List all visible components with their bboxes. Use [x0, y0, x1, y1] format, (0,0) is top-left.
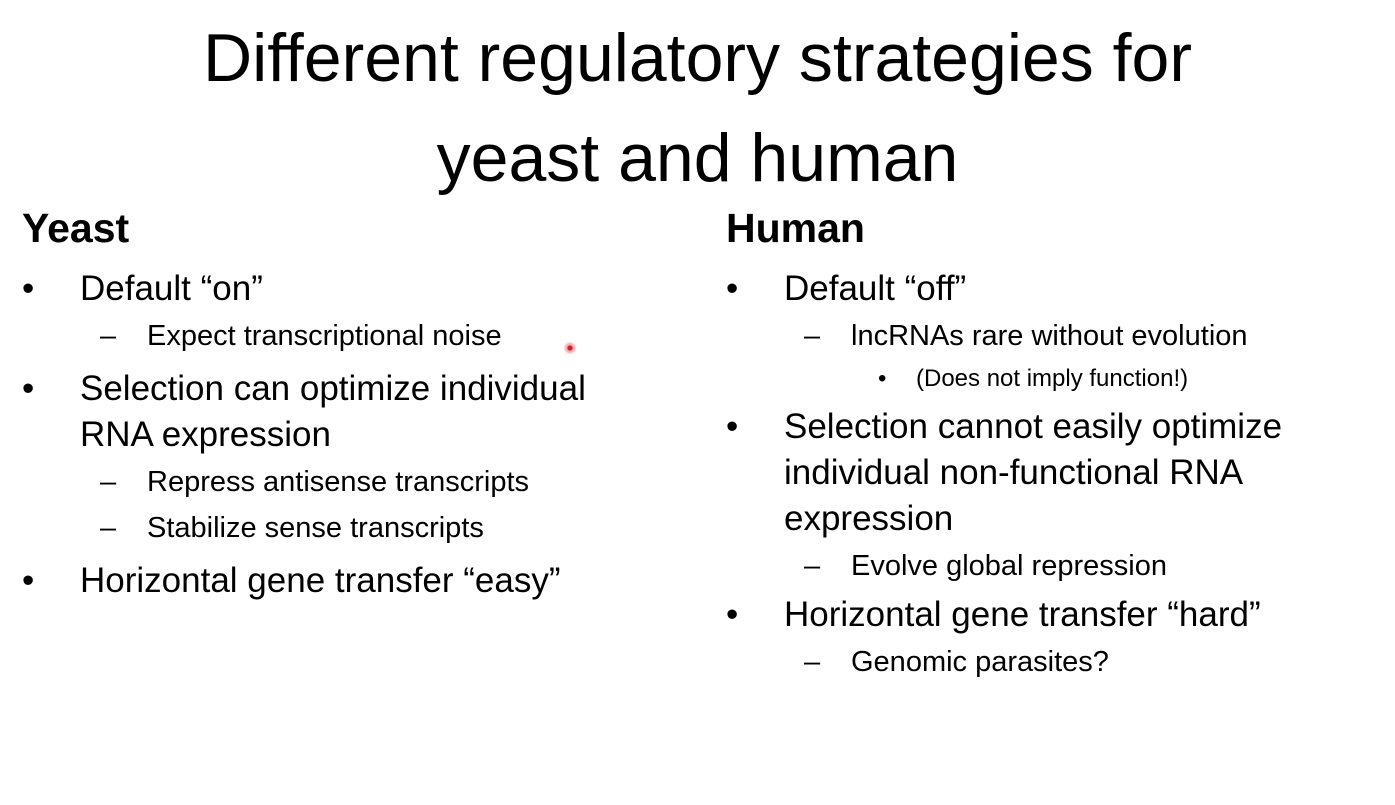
list-item-text: RNA expression [80, 415, 331, 454]
sub-list-item: – Expect transcriptional noise [22, 316, 682, 356]
dash-glyph: – [100, 320, 117, 352]
bullet-glyph: • [22, 269, 35, 308]
sub-list-item: – Repress antisense transcripts [22, 462, 682, 502]
dash-glyph: – [804, 550, 821, 582]
list-item-text: expression [784, 499, 954, 538]
sub-list-item-text: Repress antisense transcripts [147, 466, 529, 498]
list-item-text: Default “off” [784, 269, 967, 308]
bullet-glyph: • [726, 595, 739, 634]
sub-list-item: – Stabilize sense transcripts [22, 508, 682, 548]
laser-pointer-dot [564, 342, 576, 354]
sub-list-item: – lncRNAs rare without evolution [726, 316, 1386, 356]
sub-list-item-text: Expect transcriptional noise [147, 320, 502, 352]
slide-title: Different regulatory strategies for yeas… [0, 8, 1395, 208]
list-item-text: Horizontal gene transfer “hard” [784, 595, 1261, 634]
list-item: • Selection can optimize individual RNA … [22, 366, 682, 458]
title-line-1: Different regulatory strategies for [203, 20, 1192, 96]
list-item-text: Selection can optimize individual [80, 369, 586, 408]
list-item-text: Horizontal gene transfer “easy” [80, 561, 561, 600]
sub-sub-list-item-text: (Does not imply function!) [916, 365, 1189, 392]
list-item: • Selection cannot easily optimize indiv… [726, 404, 1386, 542]
sub-list-item-text: Evolve global repression [851, 550, 1167, 582]
list-item-text: Default “on” [80, 269, 263, 308]
sub-list-item-text: lncRNAs rare without evolution [851, 320, 1248, 352]
bullet-glyph: • [878, 365, 887, 392]
list-item-text: Selection cannot easily optimize [784, 407, 1283, 446]
title-line-2: yeast and human [436, 120, 959, 196]
list-item: • Horizontal gene transfer “hard” [726, 592, 1386, 638]
bullet-glyph: • [22, 369, 35, 408]
yeast-column: Yeast • Default “on” – Expect transcript… [22, 200, 682, 604]
bullet-glyph: • [22, 561, 35, 600]
sub-sub-list-item: • (Does not imply function!) [726, 362, 1386, 396]
dash-glyph: – [804, 646, 821, 678]
dash-glyph: – [804, 320, 821, 352]
list-item: • Default “off” [726, 266, 1386, 312]
sub-list-item: – Genomic parasites? [726, 642, 1386, 682]
human-column: Human • Default “off” – lncRNAs rare wit… [726, 200, 1386, 688]
sub-list-item-text: Stabilize sense transcripts [147, 512, 484, 544]
list-item: • Default “on” [22, 266, 682, 312]
dash-glyph: – [100, 466, 117, 498]
list-item: • Horizontal gene transfer “easy” [22, 558, 682, 604]
sub-list-item: – Evolve global repression [726, 546, 1386, 586]
bullet-glyph: • [726, 407, 739, 446]
dash-glyph: – [100, 512, 117, 544]
bullet-glyph: • [726, 269, 739, 308]
sub-list-item-text: Genomic parasites? [851, 646, 1109, 678]
yeast-heading: Yeast [22, 205, 130, 251]
human-heading: Human [726, 205, 865, 251]
list-item-text: individual non-functional RNA [784, 453, 1244, 492]
